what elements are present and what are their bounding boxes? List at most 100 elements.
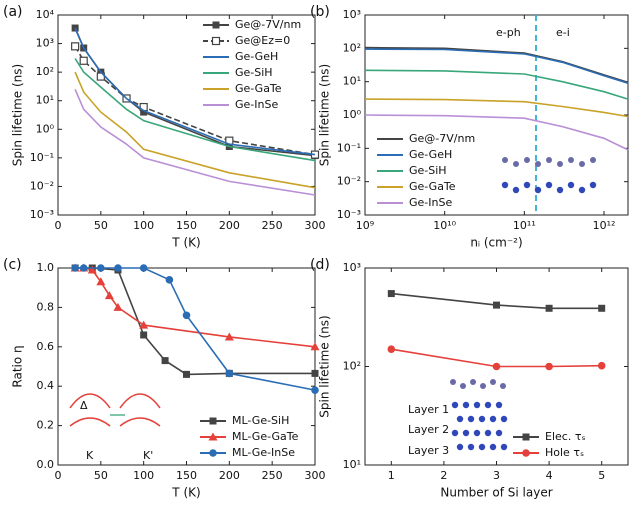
series-line — [391, 292, 602, 310]
x-tick-label: 0 — [55, 469, 62, 482]
series-line — [74, 45, 316, 156]
marker — [87, 265, 97, 274]
atom — [450, 379, 456, 385]
atom — [473, 401, 481, 409]
marker — [139, 320, 149, 329]
marker — [104, 291, 114, 300]
marker — [182, 311, 191, 320]
annotation: Layer 3 — [408, 444, 449, 457]
x-tick-label: 300 — [305, 219, 326, 232]
marker — [140, 331, 148, 339]
atom — [589, 181, 597, 189]
x-tick-label: 200 — [219, 469, 240, 482]
atom — [467, 443, 475, 451]
x-axis-title: T (K) — [171, 486, 200, 500]
panel-label: (a) — [3, 4, 23, 20]
atom — [462, 429, 470, 437]
y-tick-label: 10³ — [343, 8, 361, 21]
series-line — [74, 88, 316, 196]
marker — [96, 277, 106, 286]
series-line — [364, 48, 629, 84]
x-tick-label: 150 — [176, 469, 197, 482]
legend-label: Ge@-7V/nm — [409, 132, 475, 145]
band-sketch — [69, 393, 111, 409]
legend-label: ML-Ge-InSe — [232, 446, 295, 459]
marker — [79, 264, 88, 272]
atom — [456, 443, 464, 451]
marker — [139, 264, 148, 272]
atom — [489, 415, 497, 423]
atom — [578, 186, 586, 194]
x-axis-title: Number of Si layer — [440, 486, 552, 500]
marker — [522, 449, 530, 457]
x-axis-title: T (K) — [171, 236, 200, 250]
marker — [209, 449, 217, 457]
legend-label: Ge-GeH — [409, 148, 452, 161]
atom — [470, 379, 476, 385]
y-tick-label: 10⁰ — [36, 122, 55, 135]
y-tick-label: 0.8 — [37, 300, 55, 313]
x-tick-label: 5 — [598, 469, 605, 482]
legend-label: Ge-InSe — [409, 196, 452, 209]
atom — [495, 401, 503, 409]
marker — [97, 264, 105, 272]
atom — [501, 181, 509, 189]
y-tick-label: 10² — [343, 360, 361, 373]
x-tick-label: 250 — [262, 469, 283, 482]
y-tick-label: 1.0 — [37, 261, 55, 274]
x-tick-label: 0 — [55, 219, 62, 232]
atom — [478, 415, 486, 423]
marker — [140, 108, 148, 116]
atom — [467, 415, 475, 423]
x-tick-label: 10¹² — [593, 219, 616, 232]
marker — [545, 304, 553, 312]
y-axis-title: Spin lifetime (ns) — [11, 64, 25, 166]
annotation: K — [86, 449, 94, 462]
series-line — [364, 69, 629, 100]
legend-label: Ge-GaTe — [409, 180, 456, 193]
y-tick-label: 0.6 — [37, 340, 55, 353]
x-tick-label: 3 — [493, 469, 500, 482]
y-tick-label: 10⁻¹ — [337, 141, 361, 154]
marker — [212, 21, 220, 29]
y-tick-label: 0.4 — [37, 379, 55, 392]
series-line — [391, 348, 602, 368]
atom — [535, 161, 541, 167]
annotation: K' — [143, 449, 153, 462]
series-line — [74, 27, 316, 156]
marker — [71, 42, 80, 51]
marker — [224, 332, 234, 341]
atom — [579, 161, 585, 167]
marker — [387, 345, 396, 353]
marker — [79, 56, 88, 65]
legend-label: Ge@-7V/nm — [235, 18, 301, 31]
x-tick-label: 50 — [94, 219, 108, 232]
x-tick-label: 10¹¹ — [513, 219, 536, 232]
series-line — [74, 71, 316, 189]
atom — [456, 415, 464, 423]
atom — [523, 181, 531, 189]
y-tick-label: 10⁻² — [30, 179, 54, 192]
atom — [567, 181, 575, 189]
y-tick-label: 10⁻³ — [337, 208, 361, 221]
atom — [557, 161, 563, 167]
x-axis-title: nᵢ (cm⁻²) — [470, 236, 522, 250]
x-tick-label: 100 — [133, 469, 154, 482]
panel-label: (c) — [3, 257, 22, 273]
legend-label: Ge-InSe — [235, 98, 278, 111]
legend-label: Ge-SiH — [409, 164, 447, 177]
marker — [208, 432, 218, 441]
x-tick-label: 300 — [305, 469, 326, 482]
x-tick-label: 1 — [388, 469, 395, 482]
marker — [211, 36, 221, 46]
atom — [473, 429, 481, 437]
atom — [495, 429, 503, 437]
atom — [546, 157, 552, 163]
x-tick-label: 250 — [262, 219, 283, 232]
y-tick-label: 0.0 — [37, 458, 55, 471]
atom — [478, 443, 486, 451]
legend-label: Ge-GeH — [235, 50, 278, 63]
y-tick-label: 10⁰ — [343, 108, 362, 121]
y-axis-title: Ratio η — [11, 345, 25, 387]
